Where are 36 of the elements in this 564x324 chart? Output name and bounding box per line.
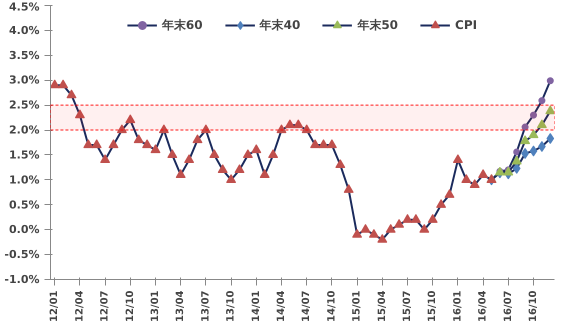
x-tick-label: 14/10 (326, 290, 338, 322)
x-tick-label: 12/01 (49, 290, 60, 322)
x-tick-label: 13/01 (150, 290, 161, 322)
x-tick-label: 15/10 (427, 290, 438, 322)
y-tick-label: 3.5% (8, 48, 40, 62)
x-tick-label: 16/04 (478, 290, 489, 322)
y-tick-label: 1.0% (8, 173, 40, 186)
x-tick-label: 16/10 (528, 290, 539, 322)
y-tick-label: 1.5% (8, 148, 40, 162)
y-tick-label: 0.0% (8, 223, 40, 236)
x-tick-label: 12/07 (100, 290, 111, 322)
x-tick-label: 14/01 (250, 290, 262, 322)
y-tick-label: 4.5% (8, 0, 40, 14)
x-tick-label: 12/04 (74, 290, 86, 322)
legend-label: CPI (455, 18, 478, 32)
x-tick-label: 13/10 (226, 290, 237, 322)
x-tick-label: 15/07 (402, 290, 413, 322)
x-tick-label: 14/04 (276, 290, 287, 322)
y-tick-label: 2.5% (8, 98, 40, 112)
legend-label: 年末50 (357, 16, 398, 34)
y-tick-label: 2.0% (8, 124, 40, 137)
x-tick-label: 16/01 (452, 290, 464, 322)
x-tick-label: 15/01 (352, 290, 363, 322)
legend-label: 年末60 (162, 16, 203, 34)
y-tick-label: 0.5% (8, 198, 40, 212)
y-tick-label: 3.0% (8, 74, 40, 87)
y-tick-label: 4.0% (8, 24, 40, 37)
x-tick-label: 16/07 (502, 290, 514, 322)
x-tick-label: 12/10 (124, 290, 136, 322)
x-tick-label: 14/07 (301, 290, 312, 322)
x-tick-label: 13/04 (175, 290, 186, 322)
x-tick-label: 15/04 (376, 290, 388, 322)
x-tick-label: 13/07 (200, 290, 212, 322)
legend-label: 年末40 (260, 16, 300, 34)
y-tick-label: -0.5% (4, 248, 40, 262)
y-tick-label: -1.0% (4, 273, 40, 286)
